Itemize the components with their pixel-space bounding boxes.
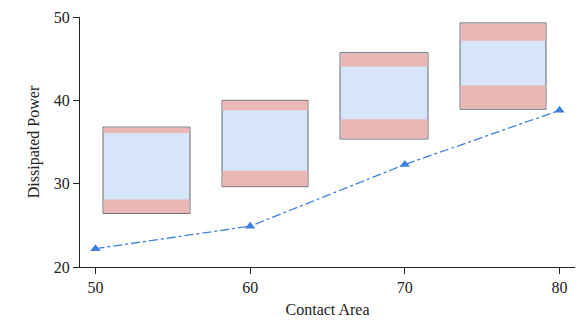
svg-text:80: 80 [552,279,568,296]
svg-text:30: 30 [54,175,70,192]
svg-text:50: 50 [87,279,103,296]
svg-text:60: 60 [242,279,258,296]
svg-text:20: 20 [54,259,70,276]
svg-text:Dissipated Power: Dissipated Power [25,85,43,198]
svg-text:50: 50 [54,9,70,26]
svg-text:70: 70 [397,279,413,296]
svg-text:Contact Area: Contact Area [286,301,370,318]
svg-text:40: 40 [54,92,70,109]
